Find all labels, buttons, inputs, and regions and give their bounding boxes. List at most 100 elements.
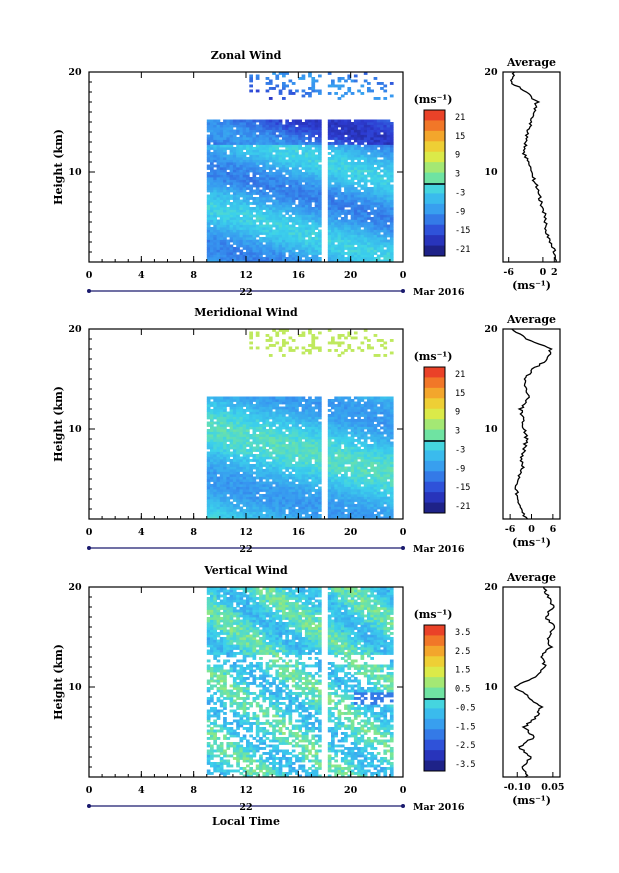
heatmap-cell xyxy=(272,489,276,492)
heatmap-cell xyxy=(360,247,365,250)
heatmap-cell xyxy=(278,469,283,472)
heatmap-cell xyxy=(360,127,365,130)
heatmap-cell xyxy=(298,396,302,400)
heatmap-cell xyxy=(298,511,302,515)
heatmap-cell xyxy=(219,244,224,248)
heatmap-cell xyxy=(376,187,381,190)
heatmap-cell xyxy=(262,199,267,203)
heatmap-cell xyxy=(239,416,244,420)
heatmap-cell xyxy=(242,194,247,198)
heatmap-cell xyxy=(334,177,338,180)
heatmap-cell xyxy=(314,346,319,350)
average-y-tick-label: 10 xyxy=(484,167,498,178)
heatmap-cell xyxy=(219,162,224,165)
heatmap-cell xyxy=(380,254,384,258)
heatmap-cell xyxy=(353,132,358,135)
heatmap-cell xyxy=(298,441,302,445)
heatmap-cell xyxy=(337,177,342,180)
heatmap-cell xyxy=(239,169,244,173)
heatmap-cell xyxy=(236,466,240,470)
heatmap-cell xyxy=(249,184,253,188)
heatmap-cell xyxy=(314,424,319,427)
heatmap-cell xyxy=(223,132,227,135)
heatmap-cell xyxy=(219,122,224,125)
heatmap-cell xyxy=(262,434,267,437)
heatmap-cell xyxy=(206,441,211,445)
heatmap-cell xyxy=(210,187,214,190)
heatmap-cell xyxy=(282,471,286,475)
heatmap-cell xyxy=(314,406,319,410)
average-x-label: (ms⁻¹) xyxy=(512,279,551,292)
heatmap-cell xyxy=(363,127,368,130)
heatmap-cell xyxy=(304,162,309,165)
heatmap-cell xyxy=(311,194,316,198)
heatmap-cell xyxy=(380,142,384,145)
heatmap-cell xyxy=(210,214,214,218)
heatmap-cell xyxy=(373,247,378,250)
heatmap-cell xyxy=(216,174,221,178)
heatmap-cell xyxy=(262,514,267,517)
heatmap-cell xyxy=(229,254,234,258)
heatmap-cell xyxy=(357,242,361,245)
heatmap-cell xyxy=(298,209,302,213)
heatmap-cell xyxy=(213,169,217,173)
heatmap-cell xyxy=(337,219,342,223)
heatmap-cell xyxy=(363,169,368,173)
heatmap-cell xyxy=(229,124,234,128)
heatmap-cell xyxy=(268,441,273,445)
heatmap-cell xyxy=(229,214,234,218)
heatmap-cell xyxy=(367,252,371,255)
heatmap-cell xyxy=(262,474,267,477)
heatmap-cell xyxy=(226,207,231,210)
heatmap-cell xyxy=(239,481,244,485)
heatmap-cell xyxy=(350,154,355,158)
heatmap-cell xyxy=(340,219,345,223)
heatmap-cell xyxy=(367,159,371,163)
heatmap-cell xyxy=(246,399,250,402)
colorbar-segment xyxy=(424,183,445,194)
heatmap-cell xyxy=(265,441,270,445)
heatmap-cell xyxy=(327,187,332,190)
heatmap-cell xyxy=(278,219,283,223)
heatmap-cell xyxy=(282,456,286,460)
heatmap-cell xyxy=(288,419,293,422)
heatmap-cell xyxy=(206,209,211,213)
heatmap-cell xyxy=(383,174,388,178)
heatmap-cell xyxy=(285,404,289,407)
heatmap-cell xyxy=(275,77,280,80)
heatmap-cell xyxy=(357,249,361,253)
heatmap-cell xyxy=(210,459,214,462)
heatmap-cell xyxy=(275,247,280,250)
heatmap-cell xyxy=(301,431,306,435)
heatmap-cell xyxy=(223,187,227,190)
heatmap-cell xyxy=(259,466,263,470)
heatmap-cell xyxy=(298,456,302,460)
heatmap-cell xyxy=(236,484,240,487)
heatmap-cell xyxy=(282,466,286,470)
heatmap-cell xyxy=(386,119,391,123)
heatmap-cell xyxy=(327,399,332,402)
heatmap-cell xyxy=(219,479,224,482)
heatmap-cell xyxy=(353,224,358,228)
heatmap-cell xyxy=(255,129,260,133)
heatmap-cell xyxy=(226,127,231,130)
heatmap-cell xyxy=(318,481,322,485)
heatmap-cell xyxy=(206,399,211,402)
heatmap-cell xyxy=(370,207,374,210)
heatmap-cell xyxy=(376,247,381,250)
heatmap-cell xyxy=(236,456,240,460)
heatmap-cell xyxy=(229,187,234,190)
heatmap-cell xyxy=(327,169,332,173)
heatmap-cell xyxy=(334,154,338,158)
heatmap-cell xyxy=(249,224,253,228)
heatmap-cell xyxy=(353,152,358,155)
heatmap-cell xyxy=(268,229,273,233)
heatmap-cell xyxy=(291,401,296,405)
heatmap-cell xyxy=(249,476,253,480)
heatmap-cell xyxy=(282,464,286,467)
heatmap-cell xyxy=(252,137,257,140)
heatmap-cell xyxy=(347,237,352,240)
heatmap-cell xyxy=(334,341,338,345)
heatmap-cell xyxy=(252,496,257,500)
heatmap-cell xyxy=(386,249,391,253)
